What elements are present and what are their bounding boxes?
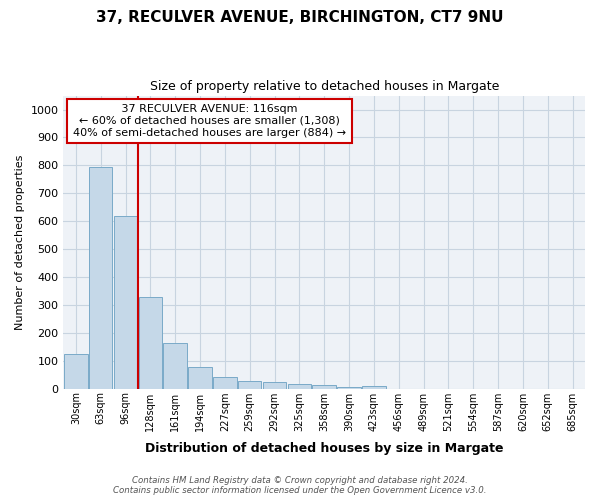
Bar [287,384,311,388]
Bar [188,367,212,388]
Text: 37, RECULVER AVENUE, BIRCHINGTON, CT7 9NU: 37, RECULVER AVENUE, BIRCHINGTON, CT7 9N… [96,10,504,25]
Bar [362,386,386,388]
Bar [89,166,112,388]
Title: Size of property relative to detached houses in Margate: Size of property relative to detached ho… [149,80,499,93]
Bar [139,296,162,388]
Bar [263,382,286,388]
Bar [213,378,236,388]
Text: 37 RECULVER AVENUE: 116sqm   
← 60% of detached houses are smaller (1,308)
40% o: 37 RECULVER AVENUE: 116sqm ← 60% of deta… [73,104,346,138]
Y-axis label: Number of detached properties: Number of detached properties [15,154,25,330]
Bar [337,387,361,388]
Bar [313,386,336,388]
Bar [64,354,88,388]
Text: Contains HM Land Registry data © Crown copyright and database right 2024.
Contai: Contains HM Land Registry data © Crown c… [113,476,487,495]
Bar [238,381,262,388]
Bar [163,343,187,388]
Bar [114,216,137,388]
X-axis label: Distribution of detached houses by size in Margate: Distribution of detached houses by size … [145,442,503,455]
